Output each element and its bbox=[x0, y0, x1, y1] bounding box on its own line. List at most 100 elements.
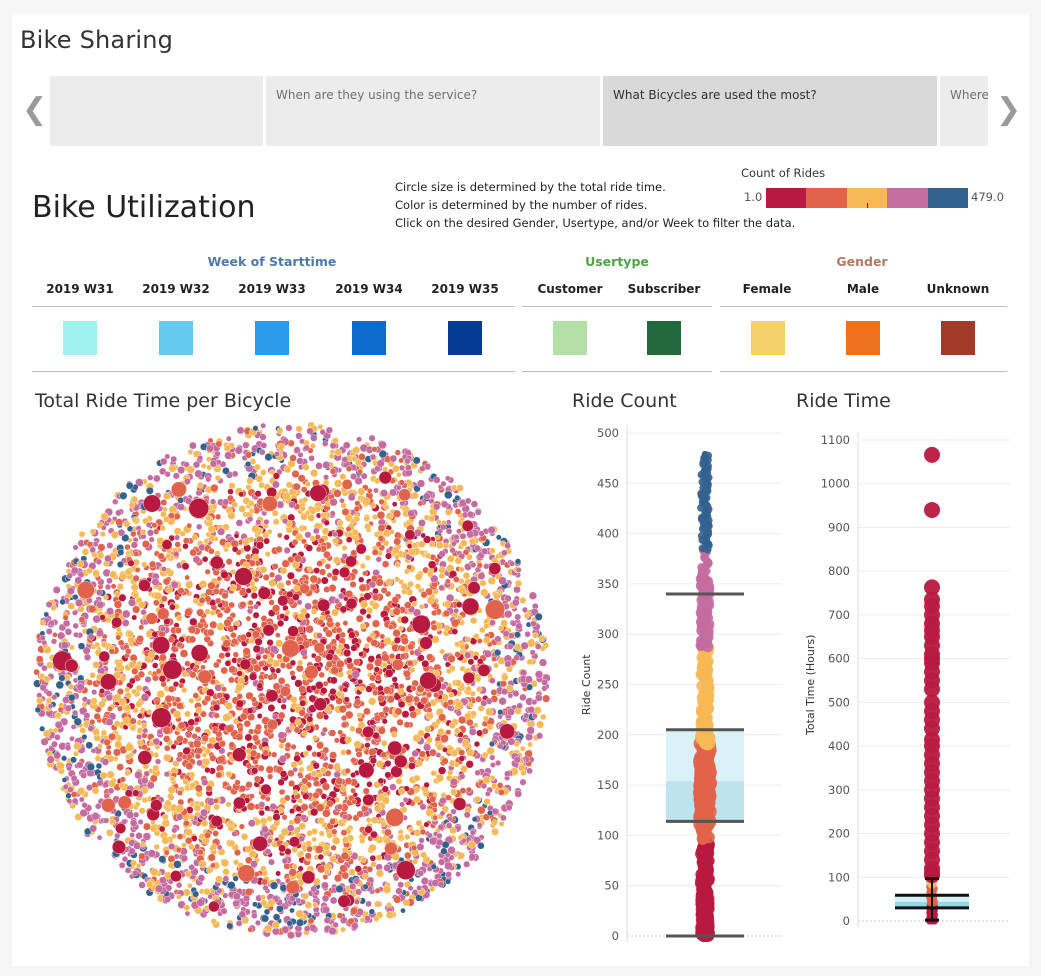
bicycle-bubble bbox=[258, 801, 266, 808]
filter-swatch-2019-w31[interactable] bbox=[63, 321, 97, 355]
bicycle-bubble bbox=[382, 539, 390, 547]
bicycle-bubble bbox=[407, 643, 415, 651]
bicycle-bubble bbox=[174, 696, 182, 703]
bicycle-bubble bbox=[488, 547, 496, 554]
bicycle-bubble bbox=[95, 558, 103, 566]
bicycle-bubble bbox=[283, 534, 290, 541]
story-next-button[interactable]: ❯ bbox=[996, 92, 1022, 127]
bicycle-bubble bbox=[86, 762, 95, 772]
bicycle-bubble bbox=[407, 509, 415, 518]
filter-swatch-2019-w32[interactable] bbox=[159, 321, 193, 355]
bicycle-bubble bbox=[205, 784, 213, 793]
bicycle-bubble bbox=[466, 530, 475, 539]
bicycle-bubble bbox=[358, 576, 365, 583]
bicycle-bubble bbox=[272, 913, 281, 921]
bicycle-bubble bbox=[297, 451, 304, 458]
filter-swatch-2019-w34[interactable] bbox=[352, 321, 386, 355]
bicycle-bubble bbox=[81, 734, 88, 741]
story-point-where[interactable]: Where bbox=[940, 76, 988, 146]
bicycle-bubble bbox=[326, 800, 334, 808]
bicycle-bubble bbox=[411, 600, 418, 607]
bicycle-bubble bbox=[366, 781, 373, 788]
bicycle-bubble bbox=[235, 732, 244, 741]
bicycle-bubble bbox=[250, 696, 257, 703]
bicycle-bubble bbox=[238, 785, 247, 793]
bicycle-bubble bbox=[419, 549, 425, 556]
bicycle-bubble bbox=[200, 664, 206, 671]
bicycle-bubble bbox=[264, 805, 271, 812]
bicycle-bubble bbox=[332, 836, 341, 845]
bicycle-bubble bbox=[463, 860, 471, 868]
bicycle-bubble bbox=[510, 620, 517, 627]
bicycle-bubble bbox=[393, 895, 402, 904]
bicycle-bubble bbox=[192, 739, 202, 749]
bicycle-bubble bbox=[420, 877, 429, 886]
filter-swatch-unknown[interactable] bbox=[941, 321, 975, 355]
bicycle-bubble bbox=[444, 490, 453, 500]
bicycle-bubble bbox=[251, 744, 258, 751]
bicycle-bubble bbox=[359, 837, 366, 844]
bicycle-bubble bbox=[372, 587, 379, 595]
bicycle-bubble bbox=[55, 680, 64, 690]
bicycle-bubble bbox=[308, 506, 317, 515]
legend-title: Count of Rides bbox=[741, 166, 826, 180]
bicycle-bubble bbox=[353, 515, 361, 523]
bicycle-bubble bbox=[298, 850, 305, 857]
bicycle-bubble bbox=[64, 744, 72, 752]
bicycle-bubble bbox=[378, 440, 387, 450]
bicycle-bubble bbox=[477, 806, 486, 815]
bicycle-bubble bbox=[462, 571, 471, 580]
bicycle-bubble bbox=[275, 870, 282, 877]
filter-swatch-subscriber[interactable] bbox=[647, 321, 681, 355]
bicycle-bubble bbox=[112, 748, 121, 757]
bicycle-bubble bbox=[298, 709, 306, 717]
bicycle-bubble bbox=[256, 682, 264, 689]
bicycle-bubble bbox=[292, 766, 299, 773]
filter-swatch-male[interactable] bbox=[846, 321, 880, 355]
bicycle-bubble bbox=[386, 902, 392, 908]
filter-swatch-female[interactable] bbox=[751, 321, 785, 355]
story-prev-button[interactable]: ❮ bbox=[22, 92, 48, 127]
bicycle-bubble bbox=[322, 874, 329, 880]
bicycle-bubble bbox=[470, 617, 478, 625]
bicycle-bubble bbox=[187, 449, 194, 455]
bicycle-bubble bbox=[161, 506, 168, 513]
bicycle-bubble bbox=[365, 606, 374, 615]
bicycle-bubble bbox=[493, 662, 499, 669]
bicycle-bubble bbox=[226, 494, 234, 502]
bicycle-bubble bbox=[293, 554, 302, 563]
bicycle-bubble bbox=[205, 515, 212, 522]
bicycle-bubble bbox=[459, 643, 466, 650]
bicycle-bubble bbox=[338, 705, 347, 714]
bicycle-bubble bbox=[340, 502, 347, 509]
bicycle-bubble bbox=[300, 803, 309, 812]
bicycle-bubble bbox=[444, 475, 451, 482]
bicycle-bubble bbox=[318, 671, 325, 679]
bicycle-bubble bbox=[466, 553, 473, 561]
story-point-when[interactable]: When are they using the service? bbox=[266, 76, 600, 146]
filter-swatch-2019-w33[interactable] bbox=[255, 321, 289, 355]
bicycle-bubble bbox=[383, 828, 392, 837]
bicycle-bubble bbox=[358, 686, 365, 692]
bicycle-bubble bbox=[319, 568, 327, 576]
bicycle-bubble bbox=[480, 588, 489, 597]
bicycle-bubble bbox=[438, 550, 446, 558]
filter-swatch-customer[interactable] bbox=[553, 321, 587, 355]
filter-label-2019-w33: 2019 W33 bbox=[238, 282, 306, 296]
bicycle-bubble bbox=[369, 757, 377, 765]
bubble-chart[interactable] bbox=[30, 418, 562, 948]
story-point-which-bicycles[interactable]: What Bicycles are used the most? bbox=[603, 76, 937, 146]
bicycle-bubble bbox=[322, 461, 331, 470]
bicycle-bubble bbox=[164, 694, 173, 703]
bicycle-bubble bbox=[57, 706, 64, 713]
bicycle-bubble bbox=[403, 601, 412, 609]
story-point-1[interactable] bbox=[50, 76, 263, 146]
bicycle-bubble bbox=[340, 829, 348, 837]
bicycle-bubble bbox=[185, 732, 192, 739]
bicycle-bubble bbox=[176, 833, 184, 840]
filter-swatch-2019-w35[interactable] bbox=[448, 321, 482, 355]
bicycle-bubble bbox=[380, 489, 388, 498]
bicycle-bubble bbox=[350, 473, 358, 481]
bicycle-bubble bbox=[329, 498, 338, 507]
bicycle-bubble bbox=[139, 707, 146, 714]
